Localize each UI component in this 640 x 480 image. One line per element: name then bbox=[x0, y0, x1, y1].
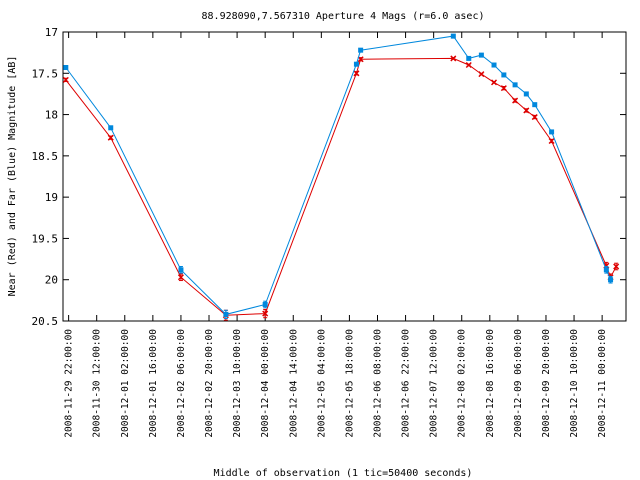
x-tick-label: 2008-12-05 18:00:00 bbox=[344, 329, 355, 438]
x-axis: 2008-11-29 22:00:00 2008-11-30 12:00:00 20… bbox=[64, 32, 608, 438]
y-tick-label: 17.5 bbox=[32, 67, 59, 80]
data-point bbox=[357, 56, 364, 63]
y-tick-label: 18 bbox=[45, 109, 58, 122]
y-tick-label: 20 bbox=[45, 274, 58, 287]
data-point bbox=[107, 134, 114, 141]
chart-title: 88.928090,7.567310 Aperture 4 Mags (r=6.… bbox=[202, 11, 485, 22]
data-point bbox=[63, 65, 69, 71]
x-tick-label: 2008-12-08 16:00:00 bbox=[485, 329, 496, 438]
x-tick-label: 2008-12-03 10:00:00 bbox=[232, 329, 243, 438]
data-point bbox=[478, 52, 484, 58]
data-point bbox=[178, 267, 184, 273]
y-tick-label: 19 bbox=[45, 191, 58, 204]
x-tick-label: 2008-12-05 04:00:00 bbox=[316, 329, 327, 438]
x-tick-label: 2008-12-10 10:00:00 bbox=[569, 329, 580, 438]
data-point bbox=[262, 301, 268, 307]
data-point bbox=[512, 82, 518, 88]
x-tick-label: 2008-12-09 20:00:00 bbox=[541, 329, 552, 438]
data-point bbox=[466, 55, 472, 61]
data-point bbox=[353, 70, 360, 77]
x-tick-label: 2008-12-04 14:00:00 bbox=[288, 329, 299, 438]
data-point bbox=[223, 311, 229, 317]
data-point bbox=[512, 97, 519, 104]
data-point bbox=[491, 62, 497, 68]
data-point bbox=[108, 125, 114, 131]
data-point bbox=[450, 55, 457, 62]
y-tick-label: 18.5 bbox=[32, 150, 59, 163]
data-point bbox=[490, 79, 498, 86]
y-axis: 17 17.5 18 18.5 19 19.5 20 20.5 bbox=[32, 26, 626, 328]
y-tick-label: 20.5 bbox=[32, 315, 59, 328]
data-point bbox=[465, 61, 472, 69]
x-tick-label: 2008-12-01 02:00:00 bbox=[120, 329, 131, 438]
x-tick-label: 2008-12-06 22:00:00 bbox=[401, 329, 412, 438]
y-tick-label: 17 bbox=[45, 26, 58, 39]
x-axis-label: Middle of observation (1 tic=50400 secon… bbox=[214, 468, 473, 479]
series-far-blue bbox=[63, 33, 614, 320]
data-point bbox=[531, 114, 538, 121]
data-point bbox=[608, 277, 614, 283]
data-point bbox=[450, 33, 456, 39]
data-point bbox=[62, 76, 69, 83]
x-tick-label: 2008-11-30 12:00:00 bbox=[92, 329, 103, 438]
x-tick-label: 2008-12-02 20:00:00 bbox=[204, 329, 215, 438]
data-point bbox=[262, 310, 269, 317]
x-tick-label: 2008-12-02 06:00:00 bbox=[176, 329, 187, 438]
data-point bbox=[549, 129, 555, 135]
data-point bbox=[613, 263, 620, 270]
series-line bbox=[65, 35, 612, 315]
x-tick-label: 2008-11-29 22:00:00 bbox=[64, 329, 75, 438]
data-point bbox=[548, 137, 555, 145]
series-layer bbox=[62, 33, 620, 321]
data-point bbox=[353, 61, 359, 67]
y-axis-label: Near (Red) and Far (Blue) Magnitude [AB] bbox=[7, 56, 18, 297]
data-point bbox=[478, 71, 485, 78]
x-tick-label: 2008-12-09 06:00:00 bbox=[513, 329, 524, 438]
x-tick-label: 2008-12-01 16:00:00 bbox=[148, 329, 159, 438]
data-point bbox=[177, 274, 184, 281]
data-point bbox=[501, 72, 507, 78]
data-point bbox=[500, 85, 507, 92]
x-tick-label: 2008-12-07 12:00:00 bbox=[429, 329, 440, 438]
y-tick-label: 19.5 bbox=[32, 232, 59, 245]
x-tick-label: 2008-12-06 08:00:00 bbox=[372, 329, 383, 438]
plot-frame bbox=[62, 31, 627, 322]
data-point bbox=[603, 267, 609, 273]
data-point bbox=[532, 102, 538, 108]
x-tick-label: 2008-12-08 02:00:00 bbox=[457, 329, 468, 438]
data-point bbox=[523, 107, 530, 114]
x-tick-label: 2008-12-04 00:00:00 bbox=[260, 329, 271, 438]
data-point bbox=[358, 47, 364, 53]
x-tick-label: 2008-12-11 00:00:00 bbox=[597, 329, 608, 438]
data-point bbox=[523, 91, 529, 97]
